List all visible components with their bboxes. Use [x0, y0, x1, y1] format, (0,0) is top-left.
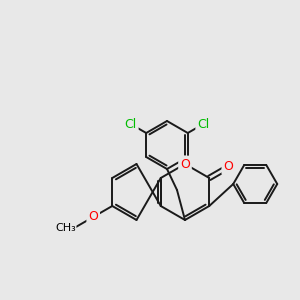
- Text: CH₃: CH₃: [55, 223, 76, 233]
- Text: Cl: Cl: [197, 118, 209, 130]
- Text: Cl: Cl: [124, 118, 137, 130]
- Text: O: O: [224, 160, 233, 173]
- Text: O: O: [75, 226, 76, 227]
- Text: O: O: [88, 211, 98, 224]
- Text: O: O: [180, 158, 190, 170]
